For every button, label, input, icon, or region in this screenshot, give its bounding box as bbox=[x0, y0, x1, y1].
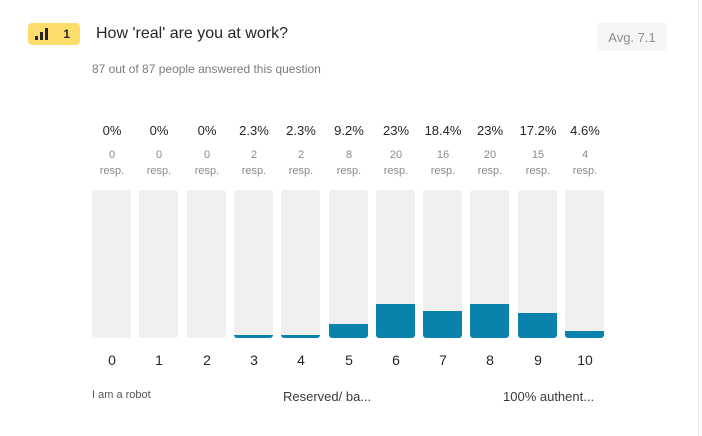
percent-label: 23% bbox=[476, 123, 504, 138]
percent-label: 0% bbox=[149, 123, 169, 138]
response-count-value: 16 bbox=[436, 149, 450, 161]
question-number-badge: 1 bbox=[28, 23, 80, 45]
bar bbox=[376, 303, 415, 338]
response-count-unit: resp. bbox=[383, 165, 409, 177]
response-count-unit: resp. bbox=[477, 165, 503, 177]
response-count: 2 resp. bbox=[271, 147, 331, 179]
response-count: 0 resp. bbox=[129, 147, 189, 179]
response-count-value: 2 bbox=[250, 149, 258, 161]
response-count: 20 resp. bbox=[366, 147, 426, 179]
bar bbox=[565, 331, 604, 338]
response-count-value: 20 bbox=[483, 149, 497, 161]
response-count-value: 8 bbox=[345, 149, 353, 161]
scale-tick-label: 1 bbox=[155, 352, 163, 368]
bar-track bbox=[565, 190, 604, 338]
response-count-unit: resp. bbox=[525, 165, 551, 177]
scale-tick-label: 0 bbox=[108, 352, 116, 368]
response-count: 0 resp. bbox=[177, 147, 237, 179]
bar-track bbox=[234, 190, 273, 338]
bar bbox=[470, 303, 509, 338]
percent-label: 0% bbox=[197, 123, 217, 138]
bar-track bbox=[92, 190, 131, 338]
scale-label-right: 100% authent... bbox=[503, 389, 595, 404]
bar bbox=[423, 310, 462, 338]
scale-tick-label: 5 bbox=[345, 352, 353, 368]
response-count: 0 resp. bbox=[82, 147, 142, 179]
bar bbox=[329, 324, 368, 338]
response-count-unit: resp. bbox=[572, 165, 598, 177]
bar-track bbox=[329, 190, 368, 338]
response-count-unit: resp. bbox=[430, 165, 456, 177]
percent-label: 23% bbox=[382, 123, 410, 138]
bar-track bbox=[376, 190, 415, 338]
response-count-value: 0 bbox=[203, 149, 211, 161]
percent-label: 4.6% bbox=[570, 123, 600, 138]
response-count-unit: resp. bbox=[288, 165, 314, 177]
scale-tick-label: 10 bbox=[577, 352, 593, 368]
percent-label: 2.3% bbox=[239, 123, 269, 138]
bar bbox=[518, 312, 557, 338]
response-count-value: 0 bbox=[108, 149, 116, 161]
response-count: 2 resp. bbox=[224, 147, 284, 179]
response-count-unit: resp. bbox=[241, 165, 267, 177]
scale-tick-label: 8 bbox=[486, 352, 494, 368]
answered-count: 87 out of 87 people answered this questi… bbox=[92, 62, 321, 76]
card-divider bbox=[698, 0, 699, 436]
percent-label: 18.4% bbox=[424, 123, 462, 138]
bar-track bbox=[518, 190, 557, 338]
scale-tick-label: 3 bbox=[250, 352, 258, 368]
scale-label-middle: Reserved/ ba... bbox=[283, 389, 372, 404]
question-title: How 'real' are you at work? bbox=[96, 25, 288, 42]
bar-track bbox=[187, 190, 226, 338]
percent-label: 9.2% bbox=[334, 123, 364, 138]
average-badge: Avg. 7.1 bbox=[597, 23, 667, 51]
response-count-unit: resp. bbox=[336, 165, 362, 177]
bar-track bbox=[281, 190, 320, 338]
response-count: 20 resp. bbox=[460, 147, 520, 179]
percent-label: 2.3% bbox=[286, 123, 316, 138]
percent-label: 17.2% bbox=[519, 123, 557, 138]
bar bbox=[234, 334, 273, 338]
opinion-scale-icon bbox=[35, 28, 48, 40]
response-count-unit: resp. bbox=[99, 165, 125, 177]
response-count: 15 resp. bbox=[508, 147, 568, 179]
response-count-value: 20 bbox=[389, 149, 403, 161]
response-count-value: 4 bbox=[581, 149, 589, 161]
bar-track bbox=[423, 190, 462, 338]
bar bbox=[281, 334, 320, 338]
scale-tick-label: 2 bbox=[203, 352, 211, 368]
response-count-value: 15 bbox=[531, 149, 545, 161]
response-count-unit: resp. bbox=[146, 165, 172, 177]
question-number: 1 bbox=[63, 27, 70, 41]
scale-label-left: I am a robot bbox=[92, 389, 151, 401]
scale-tick-label: 7 bbox=[439, 352, 447, 368]
response-count: 8 resp. bbox=[319, 147, 379, 179]
response-count-value: 0 bbox=[155, 149, 163, 161]
response-count: 16 resp. bbox=[413, 147, 473, 179]
response-count: 4 resp. bbox=[555, 147, 615, 179]
response-count-value: 2 bbox=[297, 149, 305, 161]
bar-track bbox=[139, 190, 178, 338]
percent-label: 0% bbox=[102, 123, 122, 138]
bar-track bbox=[470, 190, 509, 338]
scale-tick-label: 4 bbox=[297, 352, 305, 368]
scale-tick-label: 6 bbox=[392, 352, 400, 368]
scale-tick-label: 9 bbox=[534, 352, 542, 368]
response-count-unit: resp. bbox=[194, 165, 220, 177]
